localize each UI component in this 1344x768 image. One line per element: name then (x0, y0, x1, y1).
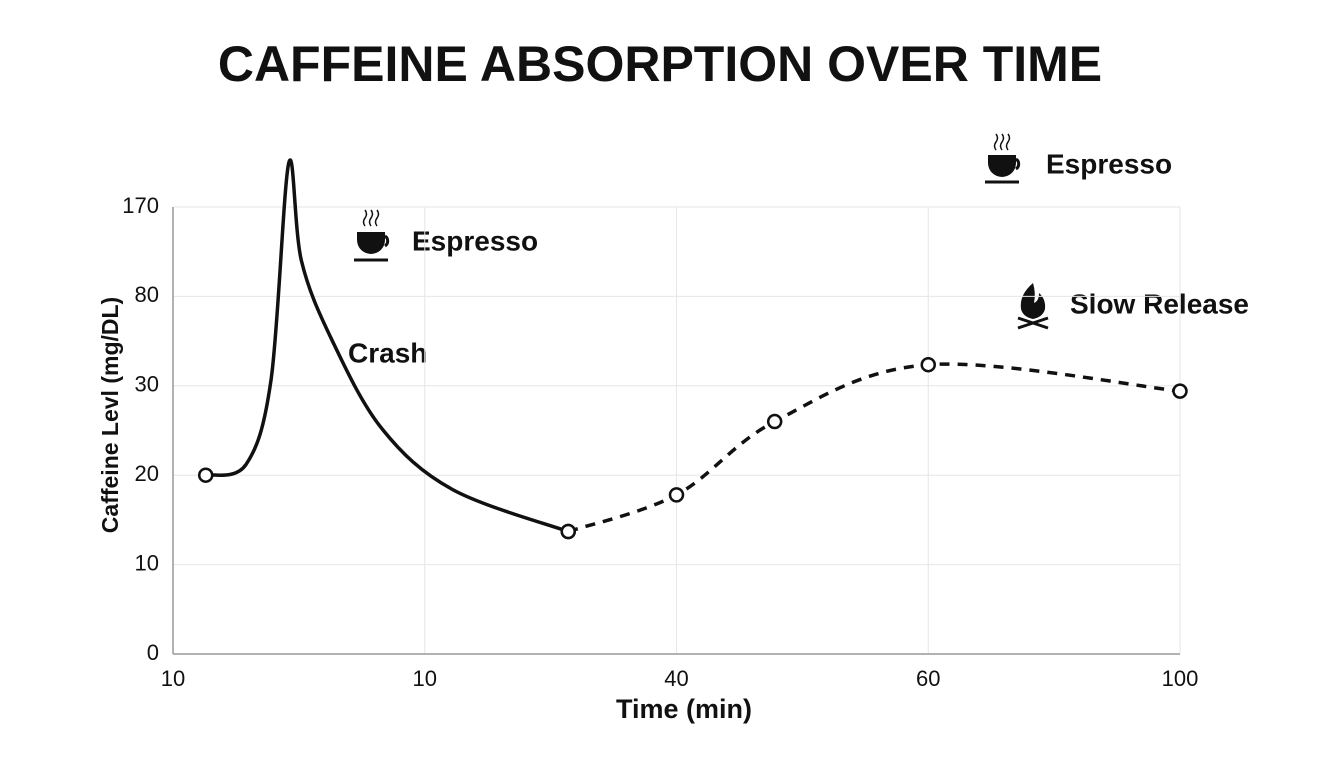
point (1172, 383, 1188, 399)
y-tick-label: 170 (122, 193, 159, 218)
point (766, 413, 783, 430)
x-tick-label: 10 (413, 666, 437, 691)
annotation: Slow Release (1070, 288, 1249, 319)
x-tick-label: 100 (1162, 666, 1199, 691)
y-tick-label: 80 (135, 282, 159, 307)
line (567, 362, 1181, 534)
point (197, 467, 214, 483)
x-tick-label: 40 (664, 666, 688, 691)
y-axis-label: Caffeine Levl (mg/DL) (97, 297, 123, 533)
y-tick-label: 0 (147, 640, 159, 665)
point (920, 356, 936, 373)
coffee-icon (354, 209, 390, 262)
annotation: Crash (348, 337, 427, 368)
x-tick-label: 10 (161, 666, 185, 691)
line (205, 158, 569, 534)
y-tick-label: 30 (135, 372, 159, 397)
x-tick-label: 60 (916, 666, 940, 691)
x-axis-label: Time (min) (616, 694, 752, 724)
chart-title: CAFFEINE ABSORPTION OVER TIME (218, 36, 1102, 92)
point (668, 487, 685, 503)
coffee-icon (985, 133, 1021, 184)
annotation: Espresso (412, 225, 538, 256)
point (560, 523, 576, 540)
y-tick-label: 20 (135, 461, 159, 486)
y-tick-label: 10 (135, 550, 159, 575)
fire-icon (1017, 283, 1049, 330)
annotation: Espresso (1046, 148, 1172, 179)
